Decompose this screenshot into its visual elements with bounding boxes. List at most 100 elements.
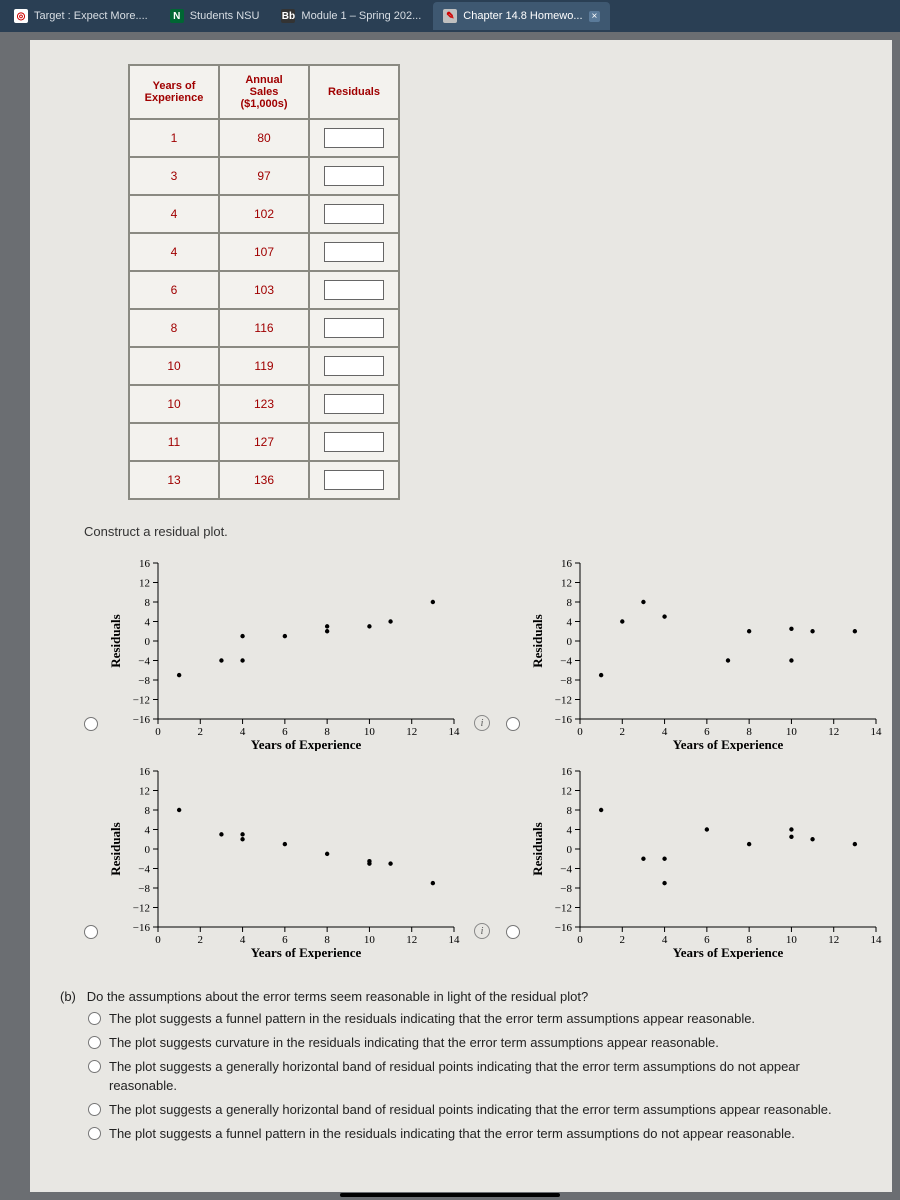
svg-text:12: 12	[561, 786, 572, 798]
years-cell: 4	[129, 195, 219, 233]
svg-text:0: 0	[577, 726, 583, 738]
residual-input[interactable]	[324, 432, 384, 452]
plot-options-grid: 02468101214−16−12−8−40481216Years of Exp…	[84, 551, 892, 959]
answer-text: The plot suggests a funnel pattern in th…	[109, 1125, 795, 1143]
svg-text:−16: −16	[133, 922, 151, 934]
svg-text:4: 4	[240, 726, 246, 738]
close-tab-icon[interactable]: ×	[589, 11, 601, 22]
svg-text:0: 0	[155, 934, 161, 946]
svg-text:16: 16	[561, 558, 573, 570]
svg-text:0: 0	[567, 844, 573, 856]
answer-radio[interactable]	[88, 1036, 101, 1049]
svg-text:14: 14	[871, 934, 883, 946]
table-row: 180	[129, 119, 399, 157]
residual-input[interactable]	[324, 280, 384, 300]
residual-input[interactable]	[324, 128, 384, 148]
plot-option: 02468101214−16−12−8−40481216Years of Exp…	[506, 551, 892, 751]
table-row: 397	[129, 157, 399, 195]
svg-text:Years of Experience: Years of Experience	[251, 945, 362, 959]
residual-input[interactable]	[324, 356, 384, 376]
scatter-plot: 02468101214−16−12−8−40481216Years of Exp…	[528, 759, 888, 959]
sales-cell: 80	[219, 119, 309, 157]
years-cell: 10	[129, 347, 219, 385]
svg-text:0: 0	[567, 636, 573, 648]
sales-cell: 107	[219, 233, 309, 271]
table-row: 6103	[129, 271, 399, 309]
svg-text:Residuals: Residuals	[108, 822, 123, 875]
data-table: Years of ExperienceAnnual Sales ($1,000s…	[128, 64, 400, 500]
svg-text:2: 2	[198, 726, 204, 738]
tab-favicon-icon: Bb	[281, 9, 295, 23]
svg-text:−4: −4	[560, 864, 572, 876]
svg-text:−16: −16	[555, 714, 573, 726]
plot-radio[interactable]	[506, 717, 520, 731]
residual-input[interactable]	[324, 204, 384, 224]
svg-text:8: 8	[567, 805, 573, 817]
svg-text:2: 2	[198, 934, 204, 946]
svg-text:16: 16	[139, 558, 151, 570]
residual-input[interactable]	[324, 166, 384, 186]
scatter-plot: 02468101214−16−12−8−40481216Years of Exp…	[106, 759, 466, 959]
plot-radio[interactable]	[84, 925, 98, 939]
residual-cell	[309, 309, 399, 347]
years-cell: 13	[129, 461, 219, 499]
table-row: 10119	[129, 347, 399, 385]
answer-option[interactable]: The plot suggests a funnel pattern in th…	[88, 1125, 862, 1143]
sales-cell: 97	[219, 157, 309, 195]
svg-text:14: 14	[449, 934, 461, 946]
residual-cell	[309, 461, 399, 499]
svg-text:14: 14	[871, 726, 883, 738]
svg-text:8: 8	[567, 597, 573, 609]
answer-radio[interactable]	[88, 1127, 101, 1140]
residual-cell	[309, 119, 399, 157]
svg-text:−16: −16	[133, 714, 151, 726]
years-cell: 10	[129, 385, 219, 423]
sales-cell: 116	[219, 309, 309, 347]
part-b-section: (b) Do the assumptions about the error t…	[60, 989, 862, 1143]
answer-option[interactable]: The plot suggests curvature in the resid…	[88, 1034, 862, 1052]
plot-option: 02468101214−16−12−8−40481216Years of Exp…	[84, 551, 490, 751]
sales-cell: 102	[219, 195, 309, 233]
sales-cell: 123	[219, 385, 309, 423]
years-cell: 11	[129, 423, 219, 461]
svg-text:12: 12	[828, 934, 839, 946]
svg-text:Residuals: Residuals	[108, 614, 123, 667]
svg-text:2: 2	[620, 726, 626, 738]
answer-radio[interactable]	[88, 1060, 101, 1073]
svg-text:Years of Experience: Years of Experience	[673, 945, 784, 959]
svg-text:−8: −8	[138, 883, 150, 895]
browser-tab[interactable]: BbModule 1 – Spring 202...	[271, 2, 431, 30]
years-cell: 8	[129, 309, 219, 347]
svg-text:14: 14	[449, 726, 461, 738]
browser-tab[interactable]: ✎Chapter 14.8 Homewo...×	[433, 2, 610, 30]
tab-favicon-icon: ✎	[443, 9, 457, 23]
part-b-question: Do the assumptions about the error terms…	[87, 989, 589, 1004]
answer-radio[interactable]	[88, 1103, 101, 1116]
answer-option[interactable]: The plot suggests a generally horizontal…	[88, 1101, 862, 1119]
svg-text:12: 12	[406, 934, 417, 946]
residual-input[interactable]	[324, 318, 384, 338]
answer-option[interactable]: The plot suggests a generally horizontal…	[88, 1058, 862, 1094]
tab-label: Students NSU	[190, 10, 260, 22]
svg-text:16: 16	[139, 766, 151, 778]
table-row: 10123	[129, 385, 399, 423]
answer-text: The plot suggests curvature in the resid…	[109, 1034, 719, 1052]
svg-text:12: 12	[828, 726, 839, 738]
answer-radio[interactable]	[88, 1012, 101, 1025]
info-icon[interactable]: i	[474, 715, 490, 731]
plot-radio[interactable]	[84, 717, 98, 731]
answer-option[interactable]: The plot suggests a funnel pattern in th…	[88, 1010, 862, 1028]
svg-text:−12: −12	[133, 695, 150, 707]
svg-text:Years of Experience: Years of Experience	[251, 737, 362, 751]
residual-input[interactable]	[324, 242, 384, 262]
browser-tab[interactable]: NStudents NSU	[160, 2, 270, 30]
info-icon[interactable]: i	[474, 923, 490, 939]
residual-cell	[309, 195, 399, 233]
residual-input[interactable]	[324, 470, 384, 490]
browser-tab[interactable]: ◎Target : Expect More....	[4, 2, 158, 30]
residual-cell	[309, 423, 399, 461]
svg-text:4: 4	[145, 825, 151, 837]
plot-radio[interactable]	[506, 925, 520, 939]
residual-input[interactable]	[324, 394, 384, 414]
svg-text:−12: −12	[555, 695, 572, 707]
